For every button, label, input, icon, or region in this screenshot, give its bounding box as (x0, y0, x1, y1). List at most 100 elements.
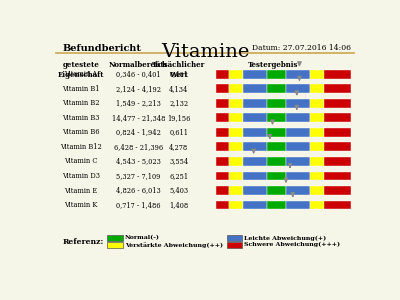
Text: Datum: 27.07.2016 14:06: Datum: 27.07.2016 14:06 (252, 44, 351, 52)
Bar (229, 172, 243, 180)
Text: 2,124 - 4,192: 2,124 - 4,192 (116, 85, 161, 93)
Bar (107, 235, 123, 241)
Bar (324, 128, 351, 137)
Bar (243, 84, 267, 93)
Bar (229, 142, 243, 151)
Bar (267, 99, 286, 108)
Text: Vitamin B6: Vitamin B6 (62, 128, 100, 136)
Text: 4,543 - 5,023: 4,543 - 5,023 (116, 158, 161, 165)
Text: 6,251: 6,251 (169, 172, 188, 180)
Bar (310, 201, 324, 209)
Text: 0,346 - 0,401: 0,346 - 0,401 (116, 70, 161, 78)
Bar (216, 113, 229, 122)
Text: Schwere Abweichung(+++): Schwere Abweichung(+++) (244, 242, 340, 248)
Bar (286, 84, 310, 93)
Bar (229, 201, 243, 209)
Bar (243, 113, 267, 122)
Bar (229, 84, 243, 93)
Text: 0,824 - 1,942: 0,824 - 1,942 (116, 128, 161, 136)
Bar (267, 84, 286, 93)
Bar (216, 99, 229, 108)
Text: 1,549 - 2,213: 1,549 - 2,213 (116, 99, 161, 107)
Bar (310, 113, 324, 122)
Bar (107, 242, 123, 248)
Bar (229, 99, 243, 108)
Bar (286, 99, 310, 108)
Bar (310, 128, 324, 137)
Text: 2,132: 2,132 (169, 99, 188, 107)
Text: Vitamin B2: Vitamin B2 (62, 99, 100, 107)
Bar (324, 172, 351, 180)
Bar (267, 186, 286, 195)
Bar (267, 70, 286, 79)
Text: 5,403: 5,403 (169, 187, 188, 194)
Bar (216, 84, 229, 93)
Bar (267, 142, 286, 151)
Bar (286, 172, 310, 180)
Text: Vitamin D3: Vitamin D3 (62, 172, 100, 180)
Text: Normalbereich: Normalbereich (109, 61, 168, 69)
Bar (286, 113, 310, 122)
Bar (243, 99, 267, 108)
Text: Befundbericht: Befundbericht (62, 44, 141, 53)
Bar (267, 113, 286, 122)
Bar (310, 99, 324, 108)
Bar (243, 142, 267, 151)
Bar (216, 142, 229, 151)
Text: Normal(-): Normal(-) (125, 235, 160, 241)
Text: Vitamin B3: Vitamin B3 (62, 114, 100, 122)
Text: 0,401: 0,401 (169, 70, 188, 78)
Bar (227, 235, 242, 241)
Text: 0,717 - 1,486: 0,717 - 1,486 (116, 201, 160, 209)
Text: Vitamin C: Vitamin C (64, 158, 98, 165)
Bar (310, 70, 324, 79)
Text: 1,408: 1,408 (169, 201, 188, 209)
Bar (286, 128, 310, 137)
Text: 4,278: 4,278 (169, 143, 188, 151)
Text: 19,156: 19,156 (167, 114, 190, 122)
Bar (243, 201, 267, 209)
Bar (216, 172, 229, 180)
Text: 5,327 - 7,109: 5,327 - 7,109 (116, 172, 160, 180)
Text: getestete
Eigenschaft: getestete Eigenschaft (58, 61, 104, 79)
Bar (243, 128, 267, 137)
Bar (324, 70, 351, 79)
Bar (286, 142, 310, 151)
Bar (243, 70, 267, 79)
Text: Vitamin E: Vitamin E (64, 187, 98, 194)
Text: Vitamin B12: Vitamin B12 (60, 143, 102, 151)
Bar (229, 157, 243, 166)
Text: Vitamin A: Vitamin A (64, 70, 98, 78)
Bar (216, 70, 229, 79)
Bar (286, 186, 310, 195)
Bar (267, 201, 286, 209)
Bar (229, 128, 243, 137)
Bar (310, 142, 324, 151)
Text: Vitamin K: Vitamin K (64, 201, 98, 209)
Bar (310, 84, 324, 93)
Text: Testergebnis: Testergebnis (248, 61, 298, 69)
Text: Leichte Abweichung(+): Leichte Abweichung(+) (244, 235, 326, 241)
Bar (286, 201, 310, 209)
Bar (310, 157, 324, 166)
Bar (243, 186, 267, 195)
Bar (216, 186, 229, 195)
Text: 6,428 - 21,396: 6,428 - 21,396 (114, 143, 163, 151)
Text: 4,134: 4,134 (169, 85, 188, 93)
Text: 14,477 - 21,348: 14,477 - 21,348 (112, 114, 165, 122)
Bar (324, 113, 351, 122)
Bar (310, 186, 324, 195)
Bar (243, 172, 267, 180)
Bar (310, 172, 324, 180)
Bar (324, 157, 351, 166)
Bar (229, 186, 243, 195)
Bar (267, 128, 286, 137)
Bar (216, 157, 229, 166)
Text: Tätsächlicher
Wert: Tätsächlicher Wert (152, 61, 205, 79)
Bar (286, 70, 310, 79)
Bar (324, 142, 351, 151)
Bar (267, 157, 286, 166)
Text: 4,826 - 6,013: 4,826 - 6,013 (116, 187, 161, 194)
Text: 0,611: 0,611 (169, 128, 188, 136)
Bar (229, 113, 243, 122)
